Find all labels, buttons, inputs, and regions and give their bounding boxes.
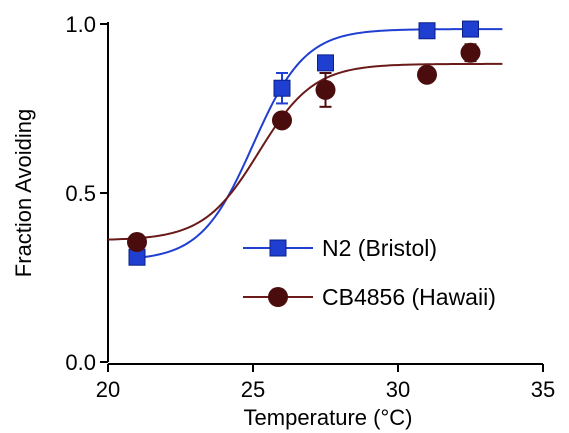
- data-point-square: [462, 20, 479, 38]
- y-axis-label: Fraction Avoiding: [11, 109, 36, 277]
- data-point-square: [317, 54, 334, 72]
- data-point-square: [273, 79, 291, 97]
- legend-marker-circle: [268, 287, 288, 307]
- data-point-circle: [315, 79, 336, 100]
- legend-item: CB4856 (Hawaii): [243, 284, 496, 310]
- y-tick-label: 0.0: [65, 350, 96, 375]
- legend-label: CB4856 (Hawaii): [322, 284, 496, 310]
- legend-label: N2 (Bristol): [322, 235, 437, 261]
- data-point-circle: [272, 110, 292, 131]
- legend-marker-square: [269, 239, 287, 257]
- legend-item: N2 (Bristol): [243, 235, 437, 261]
- fit-curve-series-1: [136, 28, 503, 259]
- fit-curves: [107, 28, 503, 259]
- data-point-square: [418, 22, 436, 40]
- axes: 20 25 30 35 0.0 0.5 1.0: [65, 12, 555, 402]
- x-tick-label: 30: [386, 377, 410, 402]
- fit-curve-series-2: [107, 62, 503, 241]
- x-tick-label: 35: [531, 377, 555, 402]
- data-point-circle: [417, 64, 437, 85]
- data-point-circle: [127, 232, 147, 253]
- data-markers: [127, 20, 481, 266]
- y-tick-label: 1.0: [65, 12, 96, 37]
- y-tick-label: 0.5: [65, 181, 96, 206]
- legend: N2 (Bristol) CB4856 (Hawaii): [243, 235, 496, 310]
- data-point-circle: [460, 42, 481, 63]
- x-tick-label: 20: [96, 377, 120, 402]
- x-axis-label: Temperature (°C): [244, 405, 413, 430]
- x-tick-label: 25: [241, 377, 265, 402]
